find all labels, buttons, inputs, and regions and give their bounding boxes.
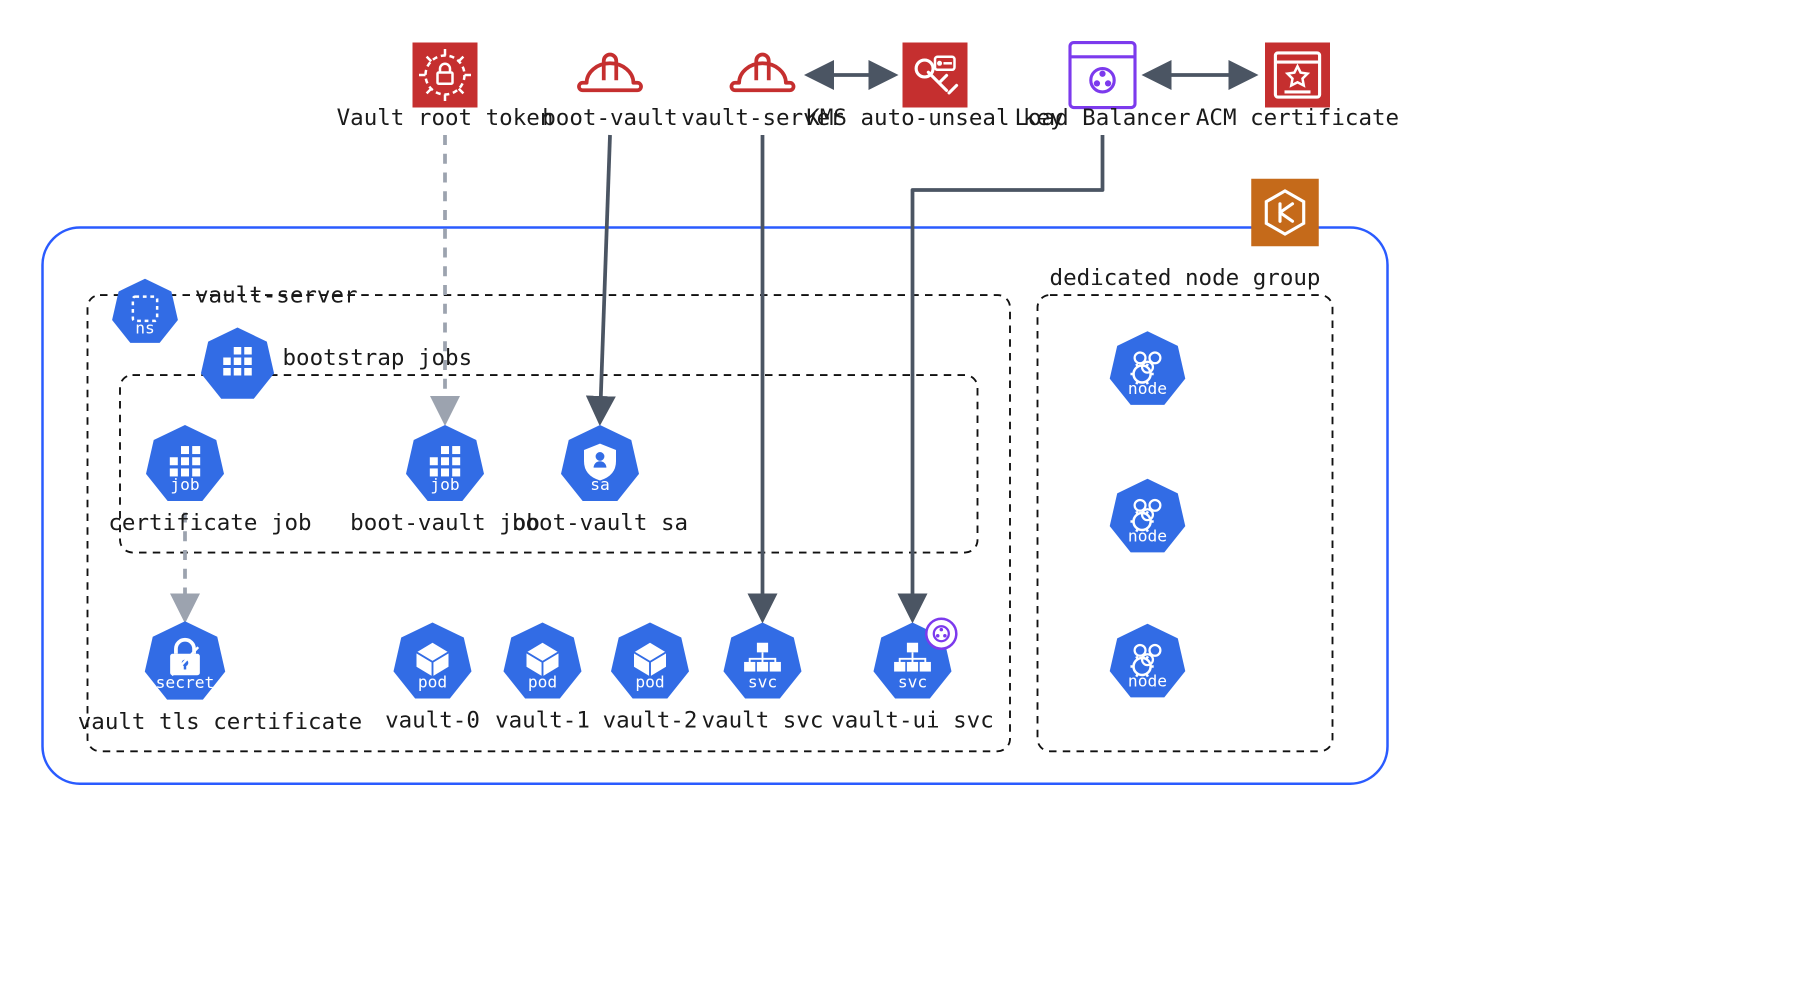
eks-icon [1251,179,1319,247]
hex-pod1: pod [504,623,582,699]
hex-pod1-sub: pod [528,672,557,691]
hex-group [201,328,274,399]
hex-node1: node [1110,479,1186,553]
arrow-a-lb-uisvc [913,135,1103,618]
boot-vault-label: boot-vault [542,105,677,131]
arrow-a-bv-sa [600,135,610,420]
namespace-label: vault-server [195,283,358,309]
hex-ns: ns [112,279,178,343]
hex-cert-job: job [146,425,224,501]
boot-vault-icon [579,55,641,91]
hex-bv-sa-sub: sa [590,475,610,494]
hex-uisvc-label: vault-ui svc [831,708,994,734]
lb-label: Load Balancer [1014,105,1190,131]
hex-node1-sub: node [1128,527,1167,546]
hex-pod2: pod [611,623,689,699]
hex-secret-sub: secret [156,673,215,692]
hex-uisvc-sub: svc [898,672,927,691]
hex-node2-sub: node [1128,672,1167,691]
nodegroup-label: dedicated node group [1050,265,1321,291]
hex-svc: svc [724,623,802,699]
acm-label: ACM certificate [1196,105,1399,131]
hex-pod0-sub: pod [418,672,447,691]
hex-svc-label: vault svc [702,708,824,734]
hex-cert-job-label: certificate job [108,510,311,536]
vault-server-icon [731,55,793,91]
hex-secret: secret [145,621,225,699]
hex-pod2-sub: pod [635,672,664,691]
hex-bv-sa: sa [561,425,639,501]
hex-bv-job: job [406,425,484,501]
root-token-label: Vault root token [337,105,554,131]
hex-pod0-label: vault-0 [385,708,480,734]
hex-uisvc-badge [926,619,956,649]
acm-icon [1265,43,1330,108]
hex-cert-job-sub: job [170,475,199,494]
hex-ns-sub: ns [135,318,155,337]
hex-node0-sub: node [1128,379,1167,398]
hex-bv-sa-label: boot-vault sa [512,510,688,536]
lb-icon [1070,43,1135,108]
hex-node0: node [1110,331,1186,405]
kms-icon [903,43,968,108]
node-group-box [1038,295,1333,751]
hex-pod0: pod [394,623,472,699]
hex-svc-sub: svc [748,672,777,691]
hex-bv-job-sub: job [430,475,459,494]
hex-node2: node [1110,624,1186,698]
hex-pod1-label: vault-1 [495,708,590,734]
root-token-icon [413,43,478,108]
hex-secret-label: vault tls certificate [78,709,362,735]
eks-cluster-box [43,228,1388,784]
hex-pod2-label: vault-2 [603,708,698,734]
